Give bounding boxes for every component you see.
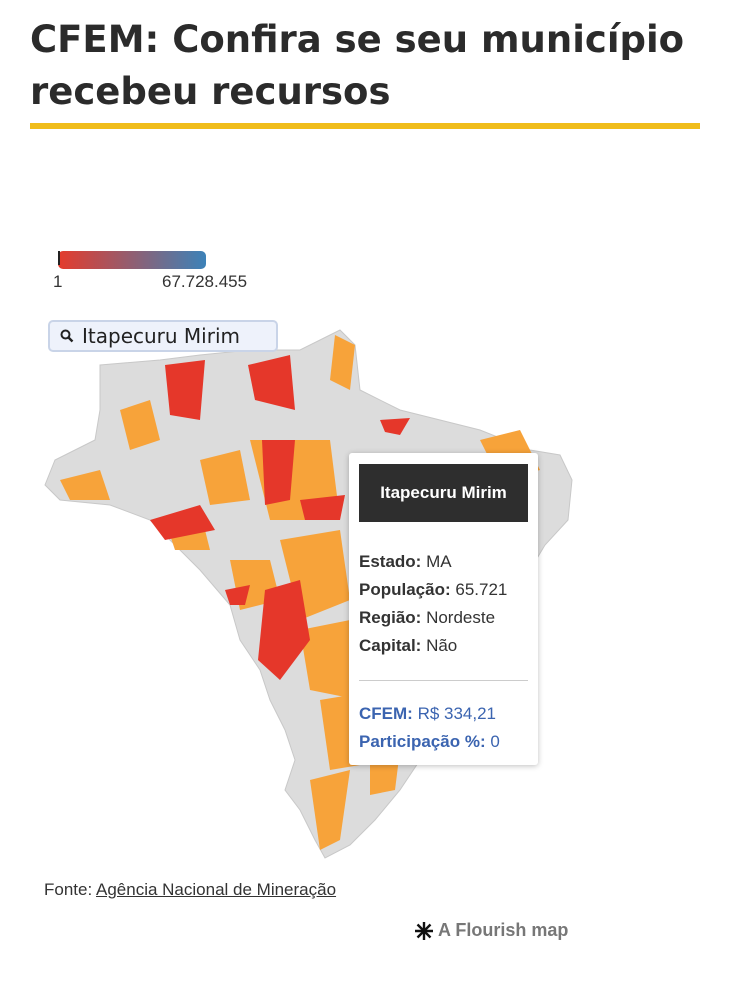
participacao-value: 0 xyxy=(490,732,500,751)
tooltip-participacao: Participação %: 0 xyxy=(359,732,500,752)
search-input[interactable] xyxy=(80,323,264,349)
tooltip-capital: Capital: Não xyxy=(359,636,457,656)
page-title: CFEM: Confira se seu município recebeu r… xyxy=(30,18,685,113)
tooltip-divider xyxy=(359,680,528,681)
cfem-label: CFEM: xyxy=(359,704,413,723)
regiao-label: Região: xyxy=(359,608,422,627)
regiao-value: Nordeste xyxy=(426,608,496,627)
search-icon xyxy=(60,329,74,343)
tooltip-populacao: População: 65.721 xyxy=(359,580,507,600)
tooltip-regiao: Região: Nordeste xyxy=(359,608,495,628)
legend-max: 67.728.455 xyxy=(162,272,248,291)
title-underline xyxy=(30,123,700,129)
populacao-label: População: xyxy=(359,580,451,599)
flourish-asterisk-icon xyxy=(415,921,433,940)
tooltip-cfem: CFEM: R$ 334,21 xyxy=(359,704,496,724)
tooltip-title: Itapecuru Mirim xyxy=(359,464,528,522)
capital-label: Capital: xyxy=(359,636,422,655)
populacao-value: 65.721 xyxy=(455,580,508,599)
color-legend-bar xyxy=(58,251,206,269)
source-line: Fonte: Agência Nacional de Mineração xyxy=(44,880,336,900)
legend-min: 1 xyxy=(53,272,63,291)
estado-label: Estado: xyxy=(359,552,422,571)
flourish-credit-text: A Flourish map xyxy=(438,920,569,940)
tooltip-estado: Estado: MA xyxy=(359,552,452,572)
source-label: Fonte: xyxy=(44,880,93,899)
search-box[interactable] xyxy=(48,320,278,352)
source-link[interactable]: Agência Nacional de Mineração xyxy=(96,880,337,899)
participacao-label: Participação %: xyxy=(359,732,486,751)
legend-tick xyxy=(58,251,60,265)
red-municipalities xyxy=(150,355,410,680)
capital-value: Não xyxy=(426,636,458,655)
flourish-credit[interactable]: A Flourish map xyxy=(414,920,568,941)
map-tooltip: Itapecuru Mirim Estado: MA População: 65… xyxy=(349,453,538,765)
cfem-value: R$ 334,21 xyxy=(417,704,497,723)
estado-value: MA xyxy=(426,552,452,571)
